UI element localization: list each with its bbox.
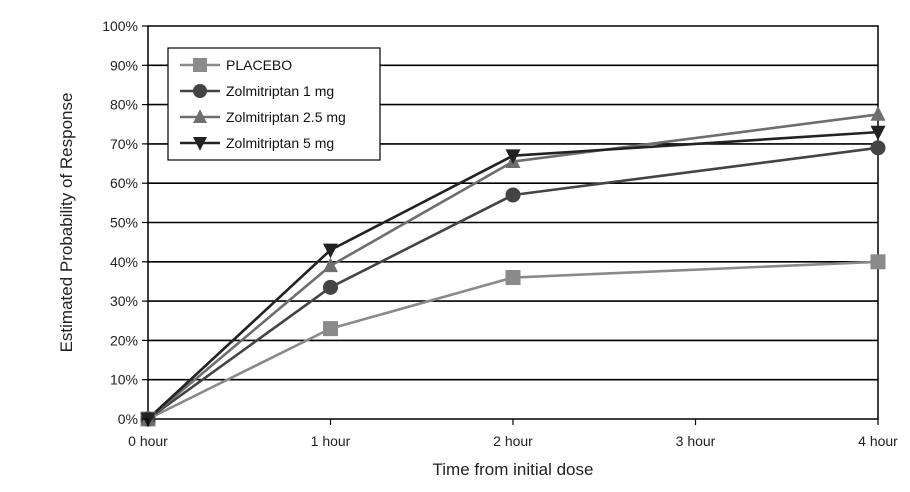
- y-tick-label-9: 90%: [110, 57, 138, 73]
- legend-marker-1: [193, 84, 207, 98]
- y-tick-label-3: 30%: [110, 293, 138, 309]
- y-tick-label-7: 70%: [110, 136, 138, 152]
- legend-marker-0: [193, 58, 207, 72]
- point-s1-2: [505, 187, 521, 203]
- point-s1-1: [323, 279, 338, 295]
- legend-label-2: Zolmitriptan 2.5 mg: [226, 109, 346, 125]
- y-tick-label-8: 80%: [110, 97, 138, 113]
- y-tick-label-5: 50%: [110, 215, 138, 231]
- legend-marker-2: [193, 109, 207, 123]
- y-tick-label-2: 20%: [110, 332, 138, 348]
- x-tick-label-1: 1 hour: [311, 433, 351, 449]
- legend-label-0: PLACEBO: [226, 57, 292, 73]
- y-tick-label-1: 10%: [110, 372, 138, 388]
- x-axis-title: Time from initial dose: [433, 460, 594, 479]
- x-tick-label-3: 3 hour: [676, 433, 716, 449]
- legend-label-3: Zolmitriptan 5 mg: [226, 135, 334, 151]
- point-s0-2: [505, 270, 521, 286]
- point-s2-3: [870, 106, 886, 121]
- y-tick-label-4: 40%: [110, 254, 138, 270]
- point-s0-1: [323, 321, 338, 337]
- series-line-0: [147, 260, 879, 421]
- y-axis-title: Estimated Probability of Response: [57, 93, 76, 353]
- legend: PLACEBO Zolmitriptan 1 mg Zolmitriptan 2.5…: [167, 47, 381, 161]
- point-s1-3: [870, 140, 886, 156]
- y-tick-label-0: 0%: [118, 411, 138, 427]
- series-line-3: [147, 130, 879, 420]
- x-tick-label-2: 2 hour: [493, 433, 533, 449]
- series-line-2: [147, 113, 879, 420]
- legend-marker-3: [193, 137, 207, 151]
- point-s3-1: [323, 243, 338, 259]
- series-group: [140, 106, 886, 428]
- point-s3-3: [870, 125, 886, 141]
- point-s3-2: [505, 149, 521, 164]
- point-s0-3: [870, 254, 886, 270]
- point-s2-1: [323, 257, 338, 273]
- y-tick-label-10: 100%: [102, 18, 138, 34]
- y-tick-label-6: 60%: [110, 175, 138, 191]
- axes: 0% 10% 20% 30% 40% 50% 60% 70% 80% 90% 100% 0 hour 1…: [102, 18, 898, 449]
- series-line-1: [147, 146, 879, 421]
- legend-label-1: Zolmitriptan 1 mg: [226, 83, 334, 99]
- x-tick-label-0: 0 hour: [128, 433, 168, 449]
- x-tick-label-4: 4 hour: [858, 433, 898, 449]
